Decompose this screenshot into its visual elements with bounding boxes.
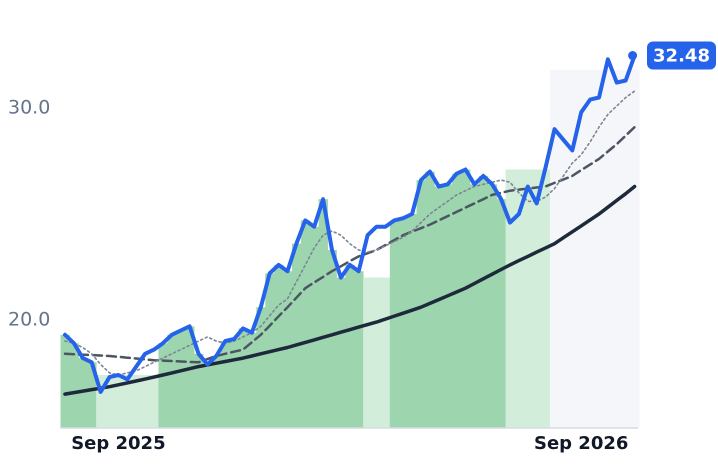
zone-bar xyxy=(327,250,337,428)
zone-bar xyxy=(452,173,462,428)
zone-bar xyxy=(140,375,150,428)
y-tick-label: 30.0 xyxy=(8,97,50,119)
zone-bar xyxy=(505,169,515,428)
zone-bar xyxy=(434,186,444,428)
last-value-badge xyxy=(647,41,716,70)
moving-average-line xyxy=(63,184,637,396)
zone-bar xyxy=(461,169,471,428)
zone-bar xyxy=(274,264,284,428)
zone-bar xyxy=(354,271,364,428)
zone-bar xyxy=(443,184,453,428)
zone-bar xyxy=(176,330,186,428)
zone-bar xyxy=(194,353,204,428)
zone-bar xyxy=(612,69,622,429)
zone-bar xyxy=(167,334,177,428)
zone-bar xyxy=(87,362,97,428)
zone-bar xyxy=(380,277,391,428)
zone-bar xyxy=(523,169,533,428)
zone-bar xyxy=(576,69,587,429)
zone-bar xyxy=(585,69,595,429)
zone-bar xyxy=(149,375,159,428)
y-tick-label: 20.0 xyxy=(8,308,50,330)
zone-bar xyxy=(416,180,426,428)
zone-bar xyxy=(558,69,569,429)
zone-bar xyxy=(318,199,328,428)
zone-bar xyxy=(256,307,266,428)
zone-bar xyxy=(487,184,498,428)
zone-bar xyxy=(372,277,382,428)
zone-bar xyxy=(478,175,489,428)
zone-bar xyxy=(60,334,70,428)
zone-bar xyxy=(300,220,311,428)
zone-bar xyxy=(158,343,168,428)
zone-bar xyxy=(345,264,355,428)
x-tick-label: Sep 2026 xyxy=(534,433,628,454)
zone-bar xyxy=(247,332,257,428)
price-line xyxy=(63,53,637,394)
x-tick-label: Sep 2025 xyxy=(71,433,165,454)
zone-bar xyxy=(363,277,373,428)
zone-bar xyxy=(69,343,79,428)
zone-bar xyxy=(541,169,551,428)
zone-bar xyxy=(185,326,195,428)
zone-bar xyxy=(211,355,222,428)
last-point xyxy=(628,51,638,61)
zone-bar xyxy=(202,364,213,428)
zones xyxy=(60,69,640,429)
zone-bar xyxy=(291,243,302,428)
lines xyxy=(63,51,638,396)
zone-bar xyxy=(630,69,640,429)
zone-bar xyxy=(514,169,524,428)
zone-bar xyxy=(283,271,293,428)
zone-bar xyxy=(78,358,88,428)
zone-bar xyxy=(113,375,124,428)
zone-bar xyxy=(309,226,320,428)
zone-bar xyxy=(336,277,346,428)
zone-bar xyxy=(398,218,409,428)
zone-bar xyxy=(594,69,604,429)
zone-bar xyxy=(229,339,239,428)
zone-bar xyxy=(238,328,248,428)
last-value-label: 32.48 xyxy=(653,46,710,67)
zone-bar xyxy=(567,69,578,429)
labels: 20.0 30.0 Sep 2025 Sep 2026 32.48 xyxy=(8,41,716,454)
zone-bar xyxy=(105,375,115,428)
zone-bar xyxy=(407,214,417,428)
zone-bar xyxy=(122,375,133,428)
zone-bar xyxy=(621,69,631,429)
zone-bar xyxy=(603,69,613,429)
zone-bar xyxy=(220,341,231,428)
zone-bar xyxy=(389,220,400,428)
moving-average-line xyxy=(64,90,636,376)
zone-bar xyxy=(532,169,542,428)
zone-bar xyxy=(550,69,560,429)
zone-bar xyxy=(96,375,106,428)
zone-bar xyxy=(131,375,142,428)
zone-bar xyxy=(496,199,506,428)
zone-bar xyxy=(425,171,435,428)
zone-bar xyxy=(469,184,480,428)
